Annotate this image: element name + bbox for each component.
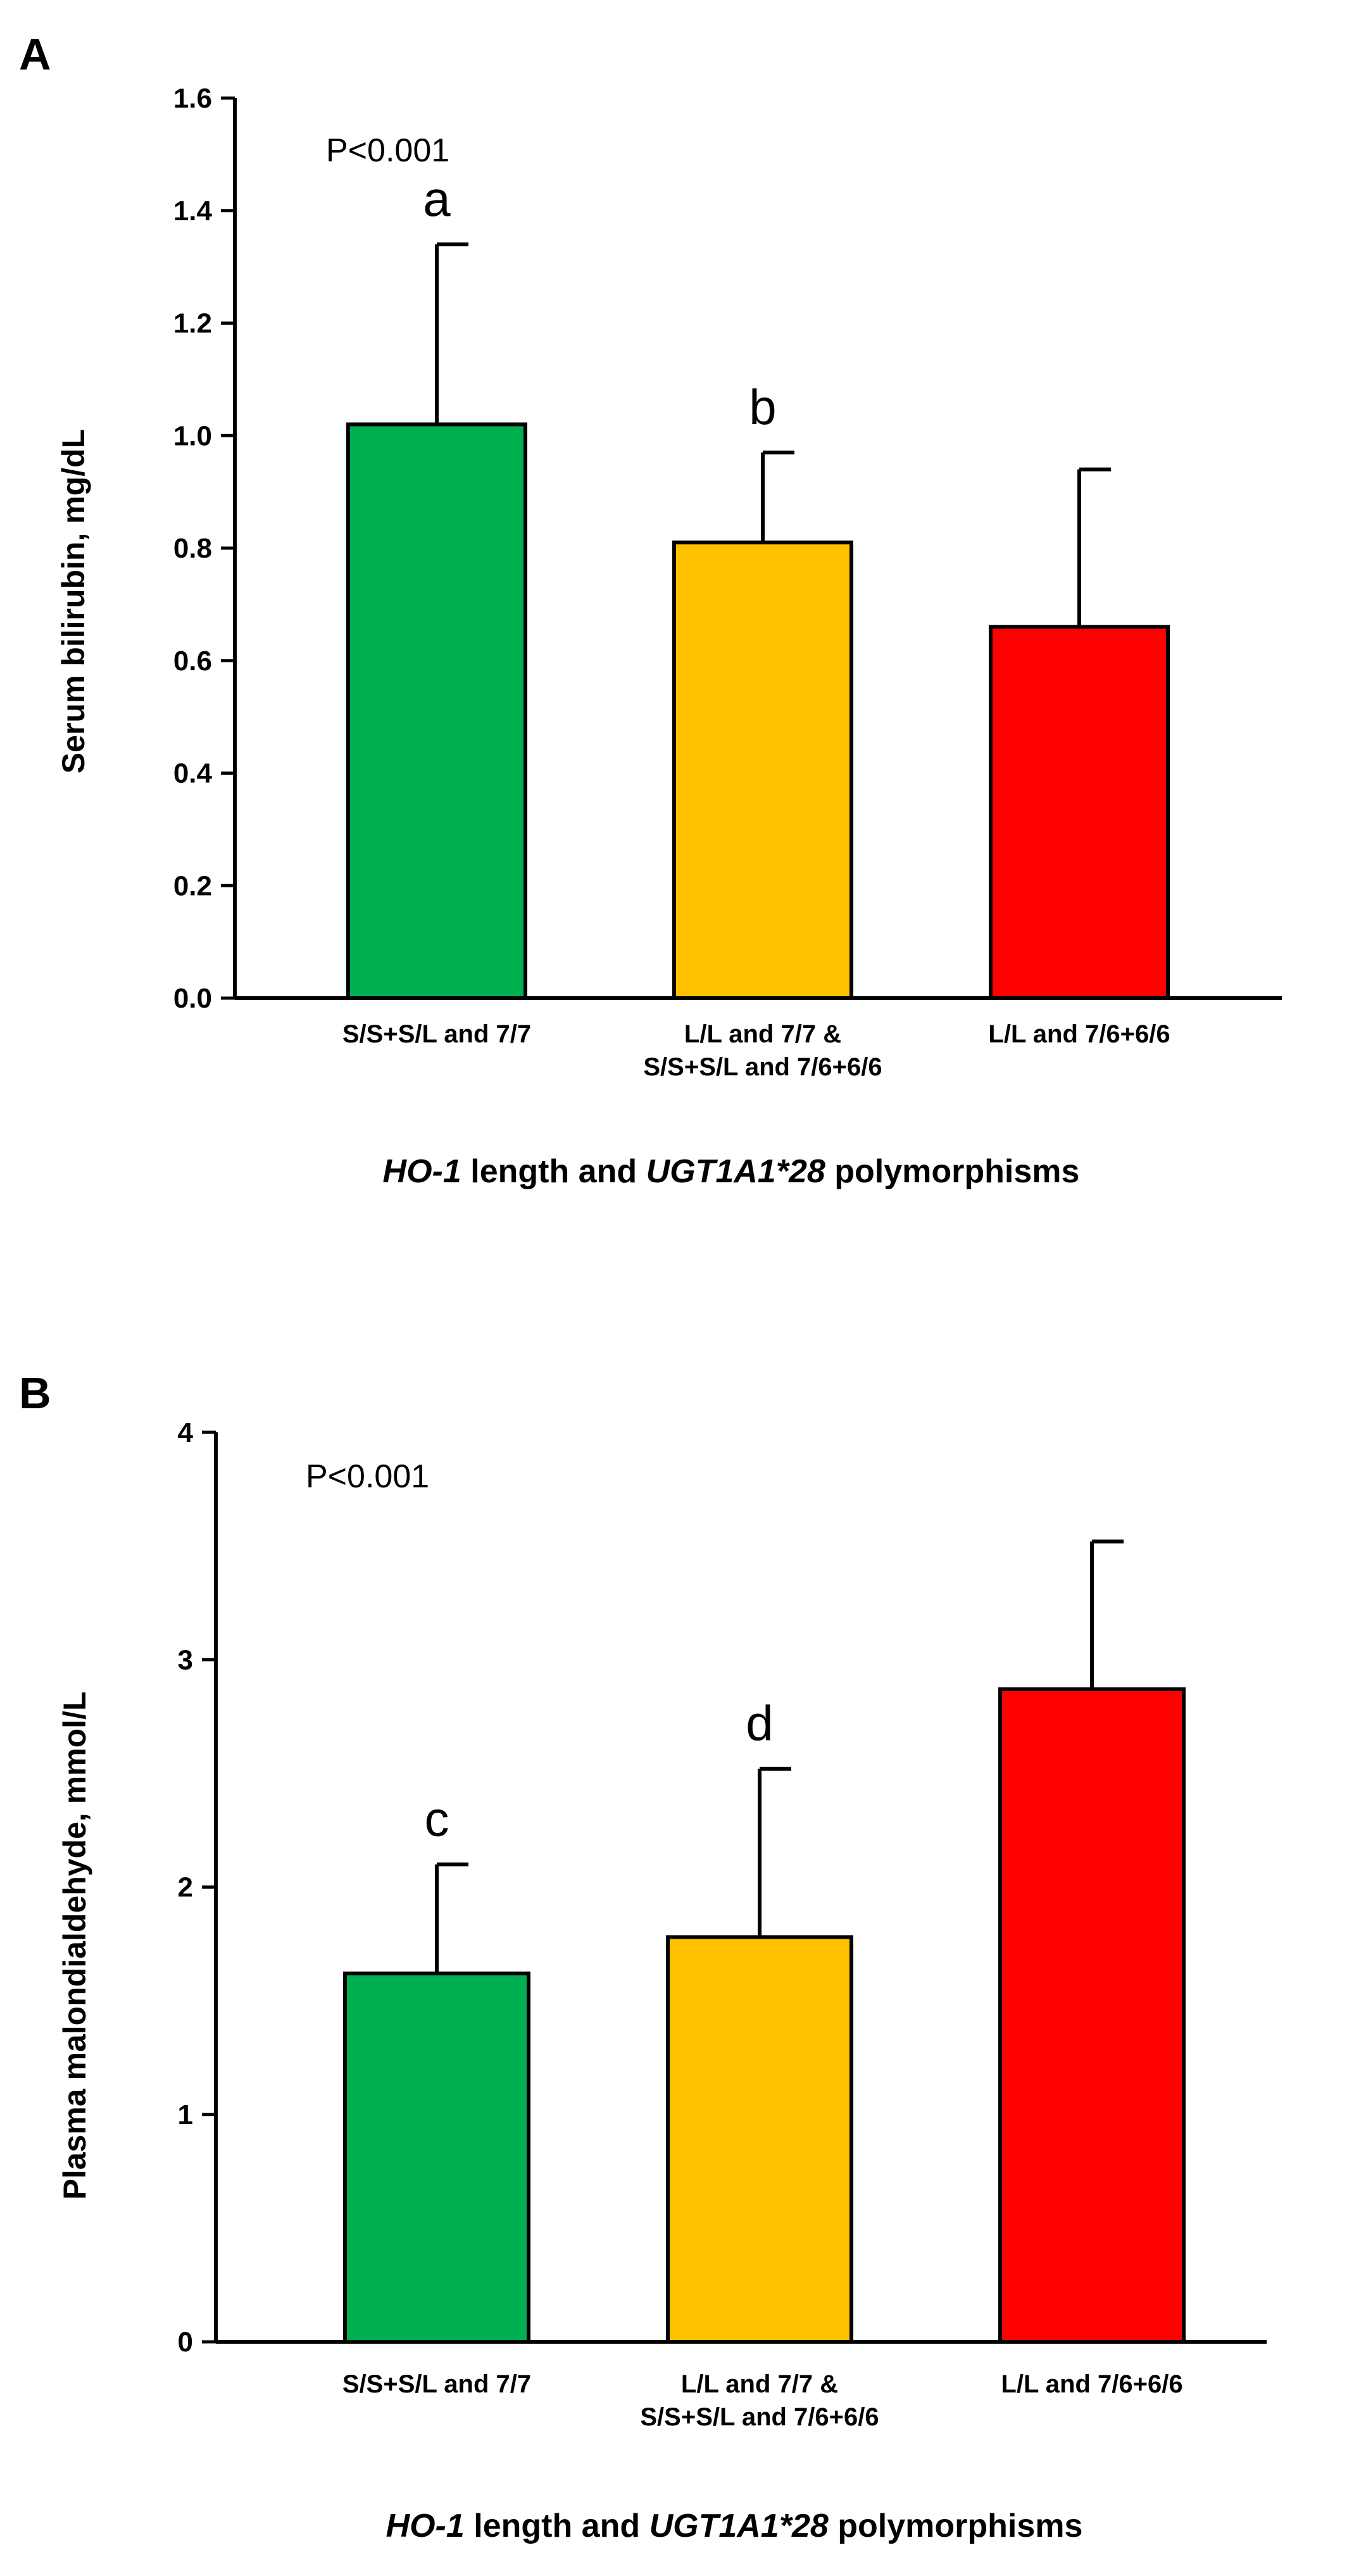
- panel-b: B P<0.001 Plasma malondialdehyde, mmol/L…: [19, 1368, 1267, 2544]
- panel-a-y-tick-label: 0.2: [173, 870, 212, 901]
- panel-a-categories: S/S+S/L and 7/7 L/L and 7/7 & S/S+S/L and …: [342, 1020, 1170, 1081]
- panel-b-significance-letter: c: [425, 1791, 449, 1847]
- panel-a-bar: [989, 625, 1170, 1000]
- panel-b-y-tick-label: 1: [178, 2099, 193, 2130]
- panel-a: A P<0.001 Serum bilirubin, mg/dL 0.00.20…: [19, 30, 1282, 1190]
- panel-b-bar: [666, 1935, 853, 2344]
- panel-a-p-value: P<0.001: [326, 132, 449, 169]
- panel-a-category-label: L/L and 7/6+6/6: [988, 1020, 1170, 1048]
- panel-a-bar: [672, 541, 853, 1000]
- panel-a-y-tick-label: 1.6: [173, 83, 212, 114]
- panel-b-significance-letter: d: [746, 1696, 773, 1751]
- panel-a-y-tick-label: 0.4: [173, 758, 213, 789]
- panel-a-x-axis-label: HO-1 length and UGT1A1*28 polymorphisms: [383, 1153, 1080, 1190]
- panel-a-category-label: S/S+S/L and 7/7: [342, 1020, 531, 1048]
- panel-a-y-tick-label: 0.0: [173, 983, 212, 1014]
- panel-a-significance-letter: a: [423, 171, 451, 227]
- panel-a-y-tick-label: 0.8: [173, 533, 212, 564]
- panel-a-bar: [346, 422, 527, 1000]
- panel-b-category-label: S/S+S/L and 7/7: [342, 2370, 531, 2398]
- panel-b-letter: B: [19, 1368, 51, 1418]
- panel-a-category-label: L/L and 7/7 & S/S+S/L and 7/6+6/6: [643, 1020, 882, 1081]
- panel-b-y-tick-label: 0: [178, 2327, 193, 2358]
- panel-a-y-ticks: 0.0 0.2 0.4 0.6 0.8 1.0 1.2 1.4 1.6: [173, 83, 235, 1014]
- panel-a-letter: A: [19, 30, 51, 79]
- panel-b-bar: [343, 1972, 530, 2344]
- panel-b-category-label: L/L and 7/7 & S/S+S/L and 7/6+6/6: [640, 2370, 879, 2431]
- panel-b-y-axis-label: Plasma malondialdehyde, mmol/L: [57, 1691, 92, 2199]
- panel-b-categories: S/S+S/L and 7/7 L/L and 7/7 & S/S+S/L and …: [342, 2370, 1183, 2431]
- panel-b-x-axis-label: HO-1 length and UGT1A1*28 polymorphisms: [386, 2508, 1083, 2544]
- panel-b-bars: cd: [343, 1539, 1186, 2344]
- panel-b-y-tick-label: 4: [178, 1417, 194, 1448]
- panel-a-y-tick-label: 1.2: [173, 308, 212, 339]
- panel-b-y-ticks: 0 1 2 3 4: [178, 1417, 216, 2358]
- panel-b-y-tick-label: 2: [178, 1872, 193, 1903]
- panel-b-p-value: P<0.001: [306, 1458, 429, 1495]
- panel-a-y-tick-label: 1.0: [173, 420, 212, 451]
- panel-b-bar: [998, 1687, 1186, 2344]
- panel-a-y-tick-label: 1.4: [173, 196, 213, 227]
- panel-a-y-axis-label: Serum bilirubin, mg/dL: [56, 429, 91, 773]
- panel-a-significance-letter: b: [749, 379, 776, 435]
- panel-b-category-label: L/L and 7/6+6/6: [1001, 2370, 1182, 2398]
- panel-a-bars: ab: [346, 171, 1170, 1000]
- panel-a-y-tick-label: 0.6: [173, 646, 212, 677]
- panel-b-y-tick-label: 3: [178, 1644, 193, 1675]
